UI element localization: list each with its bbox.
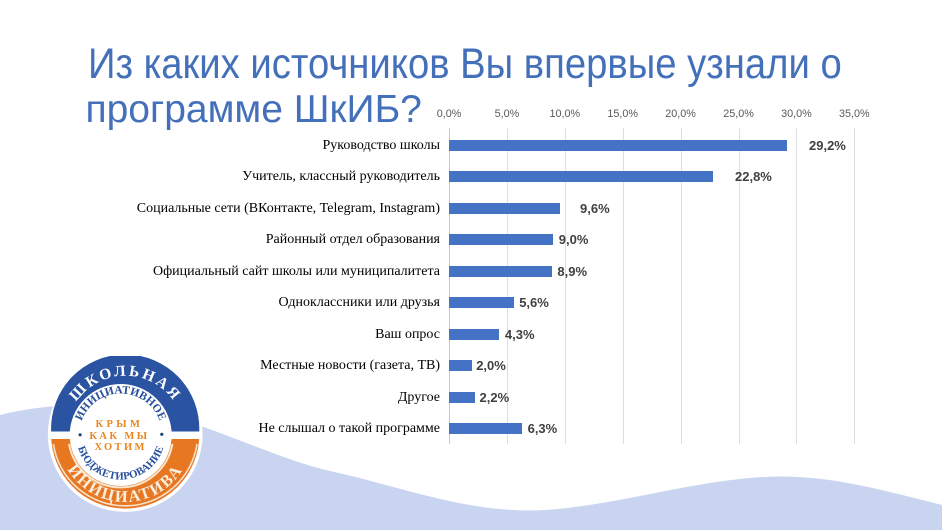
svg-text:КРЫМ КАК МЫ ХОТИМ: КРЫМ КАК МЫ ХОТИМ bbox=[89, 419, 152, 453]
